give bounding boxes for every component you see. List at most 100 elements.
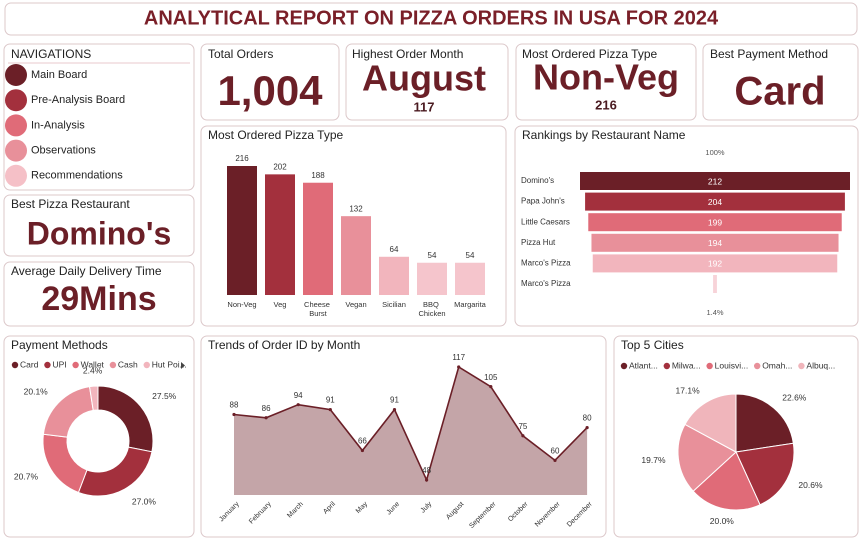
- kpi-value: Card: [734, 70, 825, 114]
- value-label: 132: [349, 204, 363, 213]
- value-label: 60: [551, 446, 560, 455]
- category-label: Pizza Hut: [521, 238, 556, 247]
- legend-label: Wallet: [81, 359, 105, 369]
- bar: [455, 262, 485, 295]
- nav-icon: [5, 89, 27, 112]
- x-tick-label: Veg: [274, 300, 287, 309]
- nav-icon: [5, 64, 27, 86]
- kpi-title: Highest Order Month: [352, 47, 463, 61]
- nav-item[interactable]: Recommendations: [31, 170, 123, 182]
- category-label: Marco's Pizza: [521, 259, 571, 268]
- value-label: 2.4%: [83, 365, 103, 375]
- chart-title: Top 5 Cities: [621, 338, 684, 352]
- x-tick-label: Non-Veg: [227, 300, 256, 309]
- nav-item[interactable]: Observations: [31, 145, 96, 157]
- nav-icon: [5, 139, 27, 162]
- legend-label: Atlant...: [629, 360, 658, 370]
- bar: [227, 166, 257, 295]
- kpi-panel: [3, 261, 195, 327]
- slice: [692, 451, 761, 511]
- value-label: 80: [583, 414, 592, 423]
- legend-label: Card: [20, 359, 39, 369]
- slice: [735, 442, 795, 506]
- percent-label: 100%: [705, 148, 725, 157]
- kpi-panel: [3, 194, 195, 257]
- legend-label: UPI: [52, 359, 66, 369]
- value-label: 212: [708, 176, 722, 186]
- funnel-bar: [591, 233, 839, 252]
- kpi-value: Domino's: [27, 215, 172, 251]
- value-label: 27.5%: [152, 391, 177, 401]
- value-label: 86: [262, 404, 271, 413]
- value-label: 48: [422, 466, 431, 475]
- legend-label: Albuq...: [806, 360, 835, 370]
- value-label: 91: [390, 396, 399, 405]
- value-label: 64: [390, 245, 399, 254]
- x-tick-label: Margarita: [454, 300, 487, 309]
- kpi-title: Average Daily Delivery Time: [11, 264, 162, 278]
- legend-swatch: [11, 361, 19, 369]
- legend-swatch: [72, 361, 79, 369]
- x-tick-label: Sicilian: [382, 300, 406, 309]
- value-label: 216: [235, 154, 249, 163]
- nav-item[interactable]: In-Analysis: [31, 119, 85, 131]
- legend-swatch: [753, 362, 761, 370]
- legend-scroll[interactable]: [181, 362, 185, 369]
- funnel-bar: [580, 172, 850, 190]
- kpi-title: Best Payment Method: [710, 47, 828, 61]
- nav-icon: [5, 114, 27, 137]
- slice: [88, 385, 99, 411]
- value-label: 20.0%: [710, 516, 735, 526]
- kpi-value: 1,004: [217, 67, 323, 114]
- point: [425, 478, 429, 482]
- value-label: 20.6%: [798, 480, 823, 490]
- value-label: 75: [518, 422, 527, 431]
- value-label: 91: [326, 396, 335, 405]
- point: [521, 434, 525, 438]
- legend-swatch: [798, 362, 805, 370]
- kpi-title: Best Pizza Restaurant: [11, 197, 130, 211]
- chart-panel: [3, 335, 195, 538]
- legend-swatch: [143, 361, 150, 369]
- header-panel: [4, 2, 858, 36]
- kpi-panel: [515, 43, 697, 121]
- chart-title: Rankings by Restaurant Name: [522, 128, 686, 142]
- value-label: 117: [452, 353, 465, 362]
- funnel-bar: [713, 275, 717, 293]
- legend-swatch: [663, 362, 671, 370]
- point: [296, 403, 300, 407]
- point: [264, 416, 268, 420]
- value-label: 94: [294, 391, 303, 400]
- nav-item[interactable]: Main Board: [31, 69, 87, 81]
- value-label: 19.7%: [641, 455, 666, 465]
- point: [392, 407, 397, 412]
- value-label: 188: [311, 171, 325, 180]
- x-tick-label: Vegan: [345, 300, 366, 309]
- point: [553, 458, 557, 462]
- kpi-panel: [345, 43, 509, 121]
- bar: [265, 174, 295, 295]
- kpi-value: August: [362, 58, 486, 99]
- category-label: Domino's: [521, 176, 554, 185]
- nav-list: Main Board Pre-Analysis Board In-Analysis O…: [5, 64, 125, 187]
- category-label: Papa John's: [521, 197, 565, 206]
- funnel-bar: [592, 254, 838, 273]
- nav-item[interactable]: Pre-Analysis Board: [31, 94, 125, 106]
- nav-icon: [5, 164, 27, 187]
- value-label: 66: [358, 437, 367, 446]
- legend-swatch: [620, 362, 628, 370]
- value-label: 105: [484, 373, 498, 382]
- kpi-title: Most Ordered Pizza Type: [522, 47, 657, 61]
- percent-label: 1.4%: [706, 308, 723, 317]
- bar: [379, 256, 409, 295]
- kpi-detail: 117: [414, 99, 435, 114]
- value-label: 199: [708, 217, 722, 227]
- category-label: Little Caesars: [521, 217, 570, 226]
- legend-label: Hut Poi...: [152, 359, 187, 369]
- kpi-panel: [702, 43, 859, 121]
- kpi-value: Non-Veg: [533, 57, 679, 98]
- x-tick-label: Cheese Burst: [304, 300, 332, 318]
- legend-label: Milwa...: [672, 360, 701, 370]
- value-label: 202: [273, 162, 287, 171]
- bar: [341, 216, 371, 295]
